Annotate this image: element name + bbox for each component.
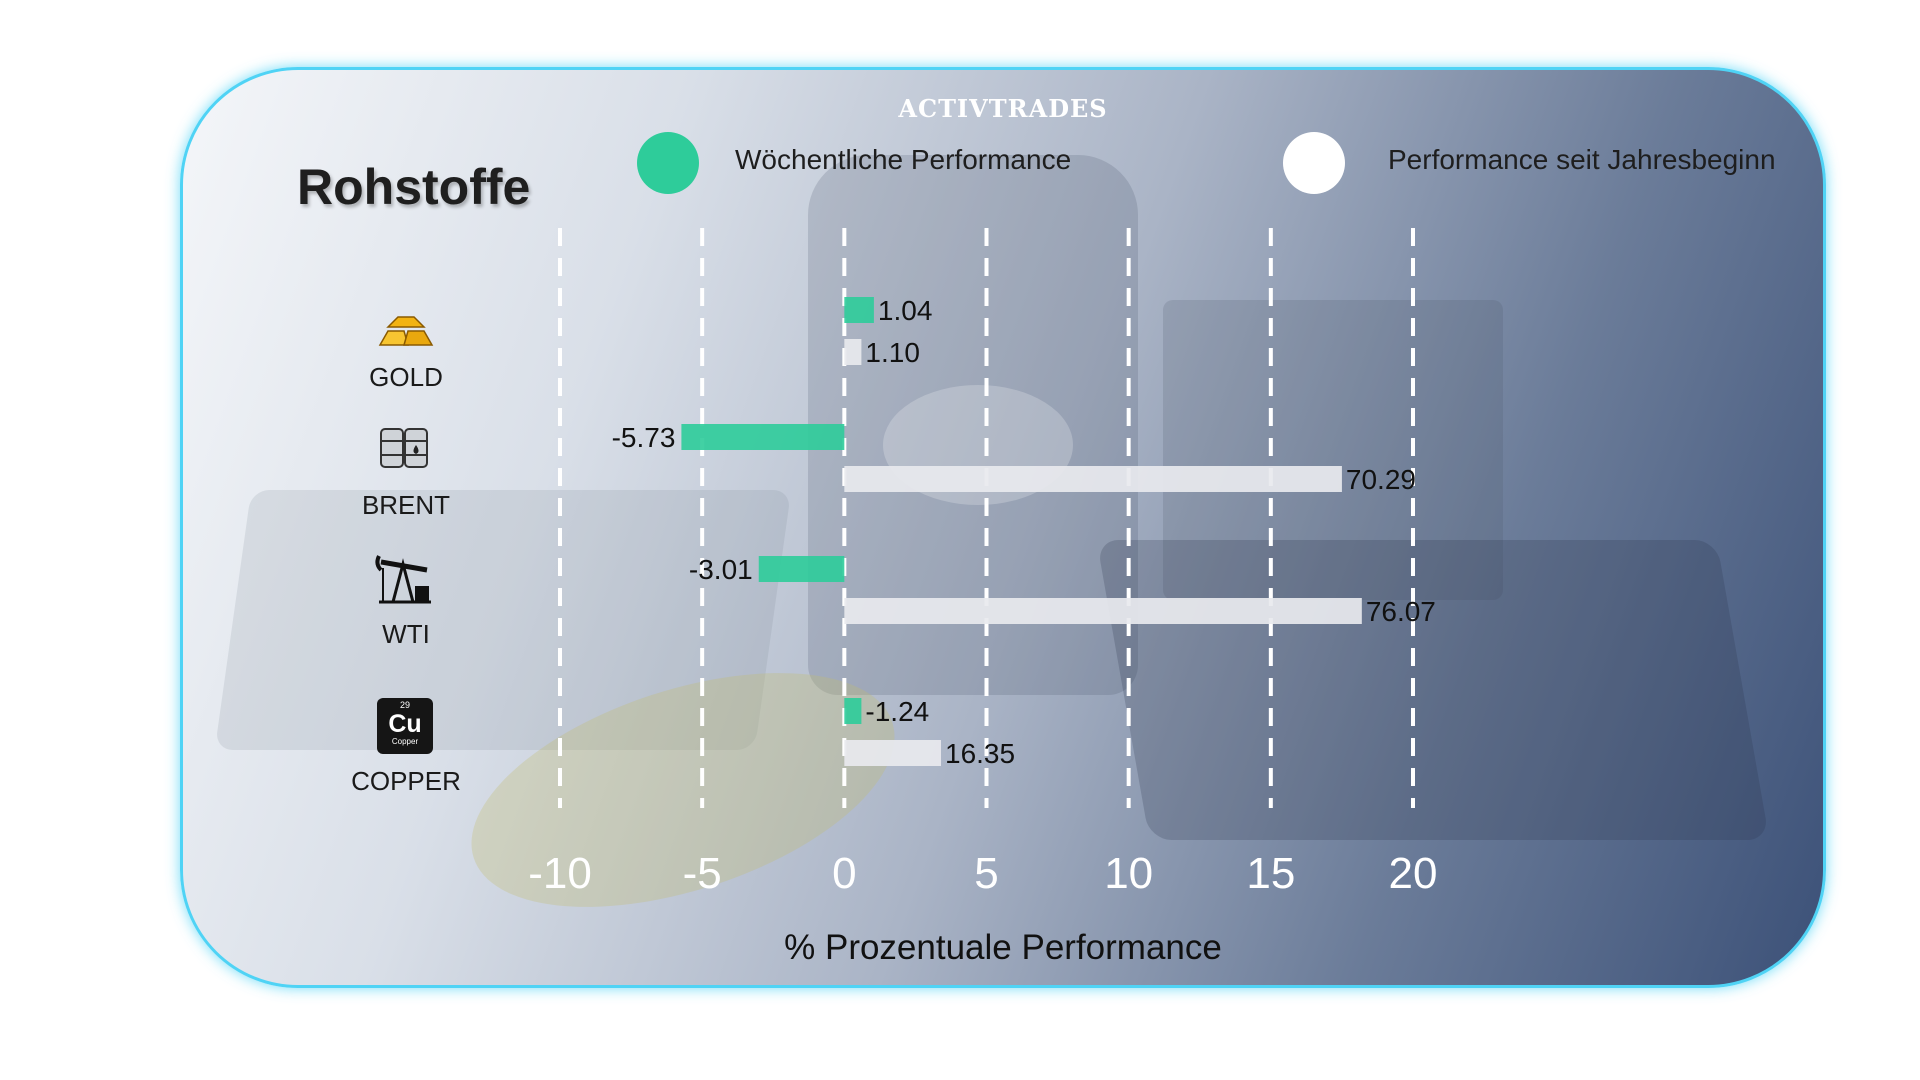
bar-weekly-wti [758, 556, 845, 582]
value-label-weekly-brent: -5.73 [612, 422, 676, 453]
copper-atomic-number: 29 [399, 700, 410, 710]
x-tick-label-4: 10 [1104, 849, 1153, 898]
bar-weekly-copper [844, 698, 862, 724]
x-tick-label-3: 5 [974, 849, 998, 898]
bar-plot-area: 1.04 -5.73 -3.01 -1.24 1.10 70.29 76.07 16.35 -… [528, 228, 1438, 898]
category-label-copper: COPPER [351, 766, 461, 796]
bar-ytd-gold [844, 339, 862, 365]
value-label-ytd-copper: 16.35 [945, 738, 1015, 769]
copper-element-icon: 29 Cu Copper [377, 698, 433, 754]
value-label-ytd-brent: 70.29 [1346, 464, 1416, 495]
x-axis-label: % Prozentuale Performance [784, 928, 1222, 967]
value-label-weekly-gold: 1.04 [878, 295, 933, 326]
value-label-ytd-gold: 1.10 [865, 337, 920, 368]
brand-logo: ACTIVTRADES [898, 94, 1108, 123]
chart-panel: ACTIVTRADES Rohstoffe Wöchentliche Perfo… [180, 67, 1826, 988]
legend-ytd-label: Performance seit Jahresbeginn [1388, 144, 1776, 175]
bar-weekly-gold [844, 297, 874, 323]
bar-ytd-wti [844, 598, 1362, 624]
x-tick-label-0: -10 [528, 849, 592, 898]
legend-weekly-label: Wöchentliche Performance [735, 144, 1072, 175]
bar-weekly-brent [681, 424, 845, 450]
category-label-wti: WTI [382, 619, 430, 649]
x-tick-label-2: 0 [832, 849, 856, 898]
value-label-weekly-copper: -1.24 [865, 696, 929, 727]
value-label-weekly-wti: -3.01 [689, 554, 753, 585]
oil-barrels-icon [380, 428, 428, 468]
copper-element-name: Copper [391, 737, 419, 746]
oil-pump-icon [375, 555, 431, 604]
bar-ytd-copper [844, 740, 942, 766]
legend-weekly-marker [637, 132, 699, 194]
legend-ytd-marker [1283, 132, 1345, 194]
category-label-brent: BRENT [361, 490, 451, 520]
x-tick-label-5: 15 [1246, 849, 1295, 898]
value-label-ytd-wti: 76.07 [1366, 596, 1436, 627]
x-tick-label-1: -5 [683, 849, 722, 898]
gold-bars-icon [378, 316, 434, 346]
chart-title: Rohstoffe [297, 159, 531, 215]
category-label-gold: GOLD [369, 362, 443, 392]
copper-symbol: Cu [388, 710, 422, 738]
bar-ytd-brent [844, 466, 1342, 492]
x-tick-label-6: 20 [1389, 849, 1438, 898]
